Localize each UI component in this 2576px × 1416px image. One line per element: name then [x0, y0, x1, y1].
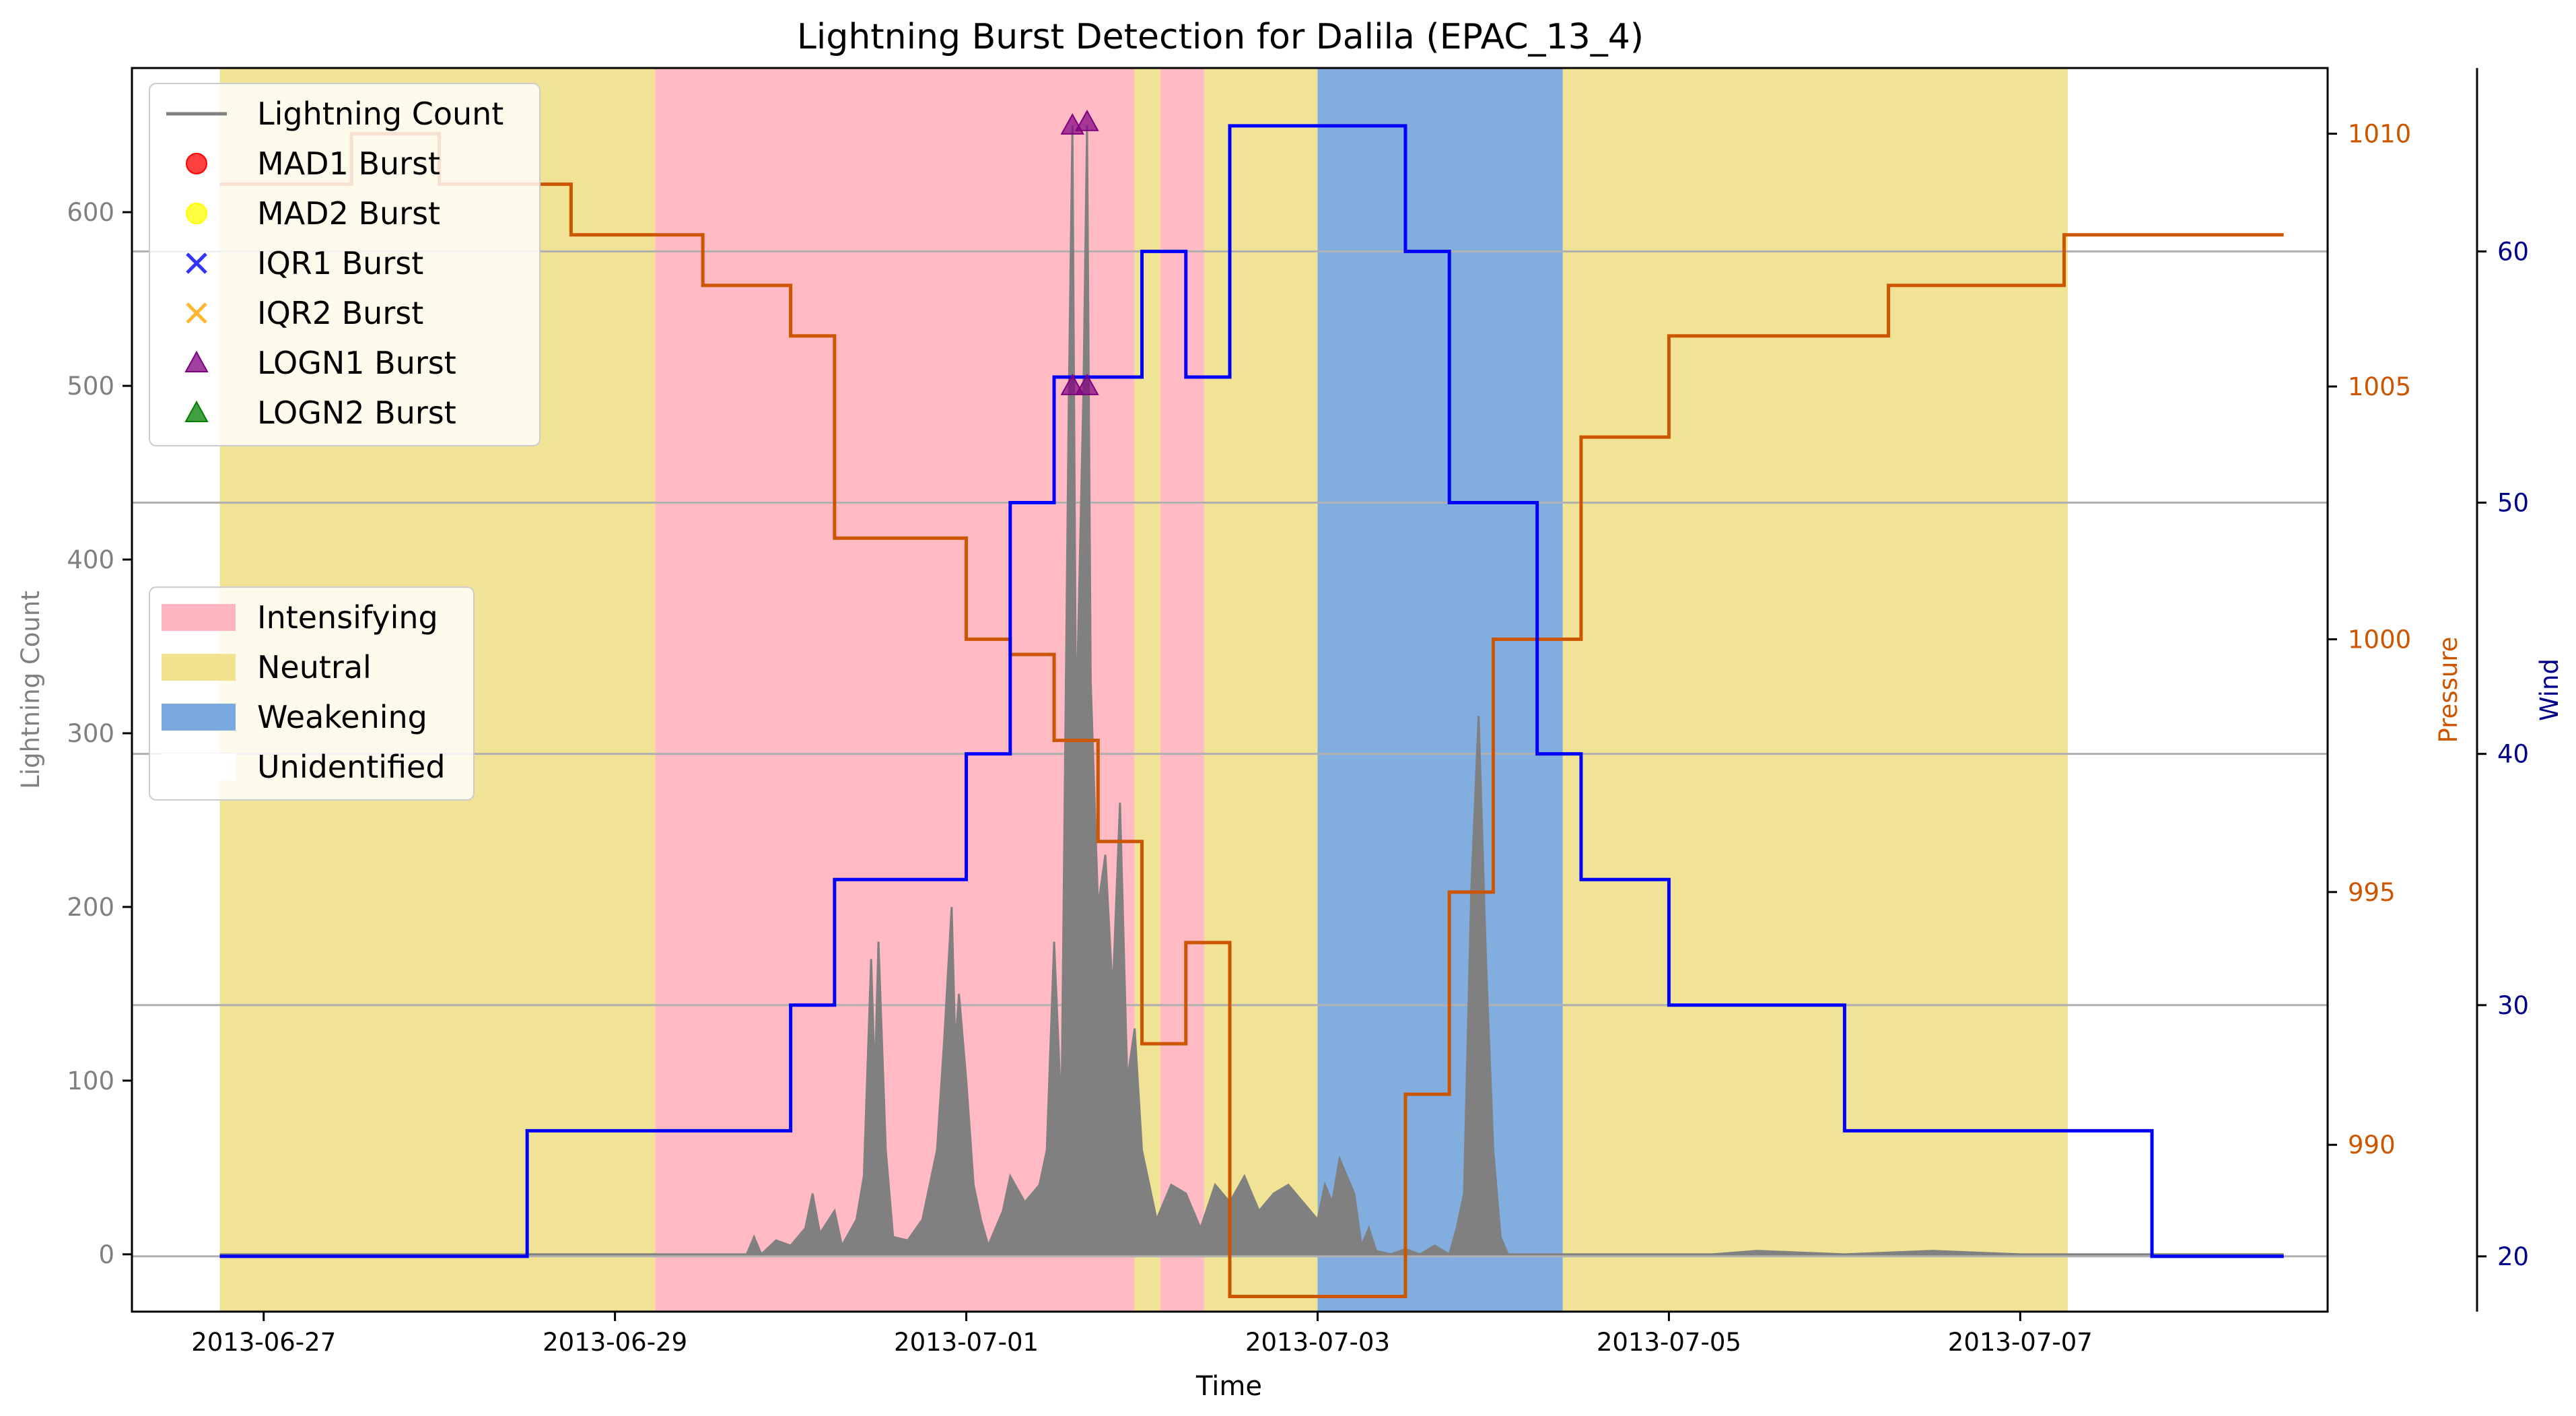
count-axis-label: Lightning Count	[16, 591, 45, 789]
pressure-tick-label: 1010	[2348, 120, 2411, 149]
legend-x-marker	[186, 302, 207, 324]
wind-tick-label: 60	[2497, 237, 2529, 266]
legend-triangle-marker	[184, 350, 209, 372]
legend-phase-swatch	[162, 704, 236, 731]
phase-band-neutral	[1204, 68, 1318, 1312]
phase-band-intensifying	[1160, 68, 1204, 1312]
legend-label: MAD1 Burst	[257, 145, 440, 182]
wind-tick-label: 30	[2497, 991, 2529, 1020]
legend-label: LOGN1 Burst	[257, 345, 456, 381]
burst-marker-logn1	[1075, 109, 1099, 131]
wind-tick-label: 20	[2497, 1242, 2529, 1271]
legend-phase-swatch	[162, 753, 236, 780]
burst-marker-logn1	[1075, 374, 1099, 395]
pressure-tick-label: 990	[2348, 1131, 2396, 1159]
pressure-tick-label: 1005	[2348, 372, 2411, 401]
pressure-axis-label: Pressure	[2434, 637, 2463, 743]
legend-phase-swatch	[162, 654, 236, 681]
series-lightning-count-area	[219, 125, 2284, 1256]
legend-label: Neutral	[257, 649, 372, 685]
legend-label: MAD2 Burst	[257, 195, 440, 232]
x-tick-label: 2013-07-03	[1245, 1328, 1390, 1357]
x-tick-label: 2013-07-05	[1597, 1328, 1741, 1357]
chart-title: Lightning Burst Detection for Dalila (EP…	[797, 17, 1644, 57]
plot-frame	[131, 67, 2329, 1313]
wind-tick-label: 40	[2497, 740, 2529, 769]
legend-label: Lightning Count	[257, 96, 503, 132]
legend-label: LOGN2 Burst	[257, 395, 456, 431]
count-tick-label: 600	[67, 198, 114, 227]
legend-phase-swatch	[162, 604, 236, 631]
plot-layer: 2013-06-27 2013-06-29 2013-07-01 2013-07-03…	[16, 67, 2564, 1357]
legend-circle-marker	[186, 153, 207, 174]
legend-label: IQR1 Burst	[257, 245, 423, 281]
legend-label: Intensifying	[257, 599, 438, 636]
count-tick-label: 100	[67, 1067, 114, 1095]
phase-band-neutral	[1562, 68, 2068, 1312]
phase-band-weakening	[1317, 68, 1563, 1312]
wind-tick-label: 50	[2497, 489, 2529, 518]
count-tick-label: 300	[67, 719, 114, 748]
count-tick-label: 200	[67, 893, 114, 922]
count-tick-label: 400	[67, 545, 114, 574]
legend-circle-marker	[186, 203, 207, 224]
x-tick-label: 2013-07-07	[1948, 1328, 2093, 1357]
burst-marker-logn1	[1060, 374, 1084, 395]
pressure-tick-label: 1000	[2348, 625, 2411, 654]
marker-legend-box	[149, 83, 541, 446]
count-tick-label: 500	[67, 372, 114, 401]
count-tick-label: 0	[98, 1240, 114, 1269]
phase-legend-box	[149, 586, 475, 801]
x-tick-label: 2013-07-01	[894, 1328, 1039, 1357]
legend-label: Unidentified	[257, 749, 446, 785]
x-axis-label: Time	[1195, 1371, 1262, 1402]
legend-x-marker	[186, 252, 207, 274]
legend-triangle-marker	[184, 400, 209, 422]
legend-label: IQR2 Burst	[257, 295, 423, 331]
series-pressure-line	[219, 132, 2284, 1298]
x-tick-label: 2013-06-29	[543, 1328, 687, 1357]
wind-axis-label: Wind	[2535, 659, 2564, 721]
series-wind-line	[219, 124, 2284, 1258]
legend-label: Weakening	[257, 699, 427, 735]
pressure-tick-label: 995	[2348, 878, 2396, 907]
x-tick-label: 2013-06-27	[191, 1328, 336, 1357]
